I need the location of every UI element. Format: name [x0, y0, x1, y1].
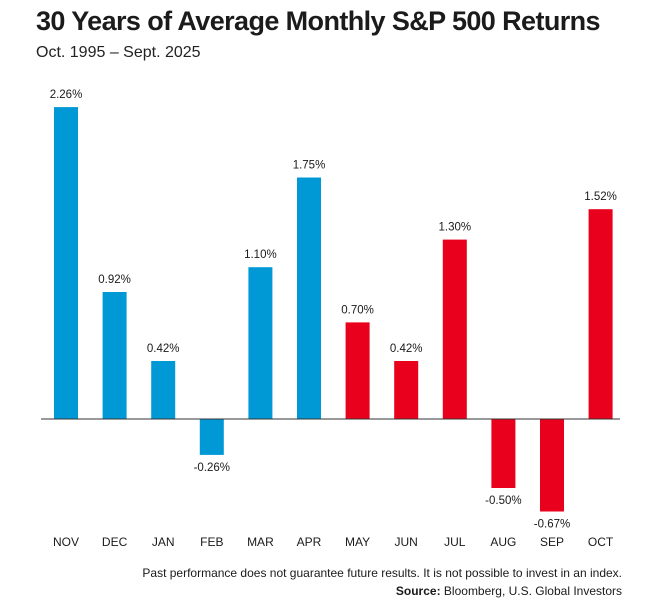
data-label-feb: -0.26%	[194, 462, 230, 474]
bars-layer	[54, 107, 613, 512]
source-text: Bloomberg, U.S. Global Investors	[443, 584, 622, 598]
data-label-jul: 1.30%	[438, 222, 471, 234]
data-label-sep: -0.67%	[534, 519, 570, 531]
category-label-dec: DEC	[102, 535, 128, 549]
bar-feb	[199, 419, 224, 455]
category-label-sep: SEP	[540, 535, 564, 549]
data-label-jan: 0.42%	[147, 343, 180, 355]
bar-jun	[394, 361, 419, 419]
bar-nov	[54, 107, 78, 419]
data-label-aug: -0.50%	[485, 495, 521, 507]
category-labels: NOV DEC JAN FEB MAR APR MAY JUN JUL AUG SEP OCT	[53, 535, 614, 549]
disclaimer-text: Past performance does not guarantee futu…	[142, 566, 622, 580]
category-label-aug: AUG	[490, 535, 516, 549]
bar-apr	[297, 177, 321, 419]
category-label-nov: NOV	[53, 535, 79, 549]
bar-mar	[248, 267, 273, 419]
data-label-dec: 0.92%	[98, 274, 131, 286]
bar-jan	[151, 361, 176, 419]
data-label-apr: 1.75%	[293, 160, 326, 172]
source-note: Source: Bloomberg, U.S. Global Investors	[396, 584, 622, 598]
bar-dec	[102, 292, 127, 419]
data-label-may: 0.70%	[341, 304, 374, 316]
category-label-oct: OCT	[588, 535, 614, 549]
category-label-may: MAY	[345, 535, 370, 549]
bar-may	[345, 322, 370, 419]
data-label-nov: 2.26%	[50, 89, 83, 101]
category-label-jan: JAN	[152, 535, 175, 549]
category-label-jun: JUN	[395, 535, 418, 549]
source-label: Source:	[395, 584, 441, 598]
category-label-feb: FEB	[200, 535, 223, 549]
data-label-oct: 1.52%	[584, 191, 617, 203]
category-label-jul: JUL	[444, 535, 466, 549]
labels-layer: 2.26% 0.92% 0.42% -0.26% 1.10% 1.75% 0.70% 0.42…	[50, 89, 617, 530]
bar-aug	[491, 419, 516, 488]
bar-oct	[588, 209, 613, 419]
category-label-apr: APR	[297, 535, 322, 549]
data-label-mar: 1.10%	[244, 249, 277, 261]
chart-subtitle: Oct. 1995 – Sept. 2025	[36, 44, 201, 61]
bar-chart: 2.26% 0.92% 0.42% -0.26% 1.10% 1.75% 0.70% 0.42…	[41, 89, 620, 549]
data-label-jun: 0.42%	[390, 343, 423, 355]
chart-title: 30 Years of Average Monthly S&P 500 Retu…	[36, 6, 601, 36]
bar-sep	[540, 419, 564, 512]
bar-jul	[442, 239, 467, 419]
category-label-mar: MAR	[247, 535, 274, 549]
